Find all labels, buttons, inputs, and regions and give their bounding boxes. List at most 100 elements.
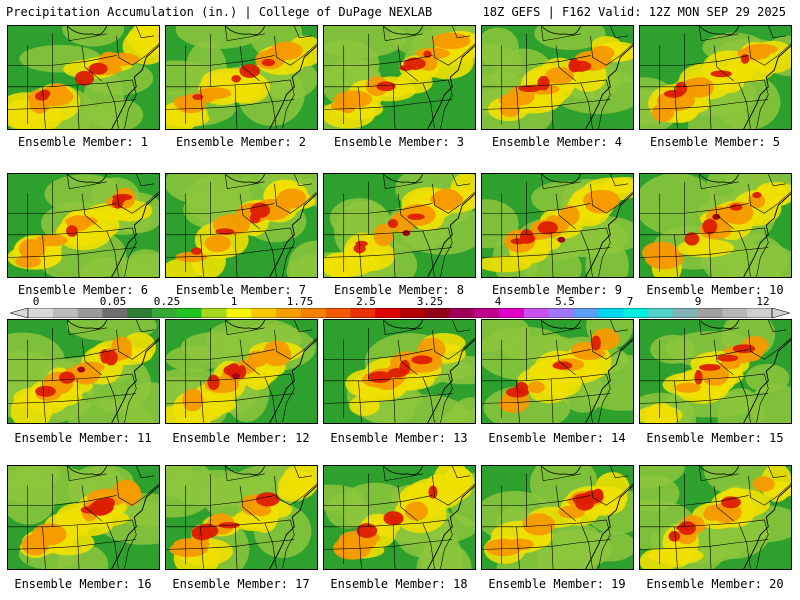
precip-field	[8, 174, 159, 277]
member-label: Ensemble Member: 11	[14, 431, 152, 445]
state-outlines	[8, 174, 159, 277]
member-map-graphic	[482, 174, 633, 277]
colorbar-swatch	[375, 308, 401, 318]
precip-field	[324, 174, 475, 277]
state-outlines	[324, 174, 475, 277]
colorbar-swatch	[623, 308, 649, 318]
precip-field	[345, 332, 475, 423]
colorbar-swatch	[152, 308, 178, 318]
state-outlines	[640, 320, 791, 423]
member-map-7	[165, 173, 318, 278]
run-valid-time: 18Z GEFS | F162 Valid: 12Z MON SEP 29 20…	[482, 5, 786, 19]
precip-field	[482, 26, 633, 129]
colorbar-border	[27, 308, 773, 318]
member-map-graphic	[8, 320, 159, 423]
member-map-graphic	[482, 320, 633, 423]
member-map-graphic	[640, 174, 791, 277]
colorbar-swatch	[127, 308, 153, 318]
colorbar-tick-label: 0.05	[99, 295, 127, 308]
state-outlines	[640, 174, 791, 277]
colorbar-swatch	[28, 308, 54, 318]
precip-field	[640, 32, 791, 129]
member-map-graphic	[166, 320, 317, 423]
member-label: Ensemble Member: 17	[172, 577, 310, 591]
colorbar-swatch	[598, 308, 624, 318]
colorbar-tick-label: 3.25	[416, 295, 444, 308]
member-map-graphic	[324, 26, 475, 129]
member-map-graphic	[482, 466, 633, 569]
member-map-graphic	[8, 26, 159, 129]
precip-field	[8, 320, 159, 423]
member-label: Ensemble Member: 16	[14, 577, 152, 591]
member-label: Ensemble Member: 19	[488, 577, 626, 591]
member-map-graphic	[324, 466, 475, 569]
colorbar-swatch	[251, 308, 277, 318]
colorbar-swatch	[548, 308, 574, 318]
member-map-19	[481, 465, 634, 570]
precip-field	[482, 177, 633, 277]
colorbar-swatch	[226, 308, 252, 318]
member-map-9	[481, 173, 634, 278]
state-outlines	[324, 320, 475, 423]
colorbar-swatch	[424, 308, 450, 318]
colorbar-right-arrow	[771, 308, 790, 318]
state-outlines	[482, 174, 633, 277]
member-map-graphic	[166, 466, 317, 569]
member-map-graphic	[640, 26, 791, 129]
member-label: Ensemble Member: 4	[491, 135, 623, 149]
member-map-2	[165, 25, 318, 130]
member-map-17	[165, 465, 318, 570]
precip-field	[640, 466, 791, 569]
colorbar-swatch	[474, 308, 500, 318]
colorbar-tick-label: 0	[32, 295, 40, 308]
member-map-15	[639, 319, 792, 424]
colorbar-tick-label: 12	[756, 295, 770, 308]
member-label: Ensemble Member: 13	[330, 431, 468, 445]
member-label: Ensemble Member: 2	[175, 135, 307, 149]
member-label: Ensemble Member: 15	[646, 431, 784, 445]
colorbar-swatch	[350, 308, 376, 318]
member-map-14	[481, 319, 634, 424]
precip-field	[166, 174, 317, 277]
precip-field	[324, 26, 475, 129]
colorbar-tick-label: 9	[694, 295, 702, 308]
colorbar-tick-label: 1	[230, 295, 238, 308]
member-map-10	[639, 173, 792, 278]
colorbar-scale	[10, 308, 790, 318]
state-outlines	[640, 26, 791, 129]
member-label: Ensemble Member: 1	[17, 135, 149, 149]
member-map-11	[7, 319, 160, 424]
colorbar-tick-label: 0.25	[153, 295, 181, 308]
member-map-3	[323, 25, 476, 130]
precip-field	[8, 26, 159, 129]
member-label: Ensemble Member: 14	[488, 431, 626, 445]
colorbar-swatch	[52, 308, 78, 318]
colorbar-swatch	[176, 308, 202, 318]
state-outlines	[324, 26, 475, 129]
member-map-13	[323, 319, 476, 424]
member-label: Ensemble Member: 8	[333, 283, 465, 297]
colorbar: 0 0.05 0.25 1 1.75 2.5 3.25 4 5.5 7 9 12	[10, 296, 790, 320]
precip-field	[482, 320, 633, 423]
colorbar-swatch	[573, 308, 599, 318]
colorbar-swatch	[499, 308, 525, 318]
state-outlines	[482, 26, 633, 129]
member-map-graphic	[324, 320, 475, 423]
state-outlines	[8, 466, 159, 569]
member-map-graphic	[8, 466, 159, 569]
member-label: Ensemble Member: 3	[333, 135, 465, 149]
map-header: Precipitation Accumulation (in.) | Colle…	[0, 0, 800, 24]
member-map-graphic	[640, 320, 791, 423]
precip-field	[166, 320, 316, 423]
colorbar-tick-label: 7	[626, 295, 634, 308]
colorbar-tick-label: 5.5	[555, 295, 575, 308]
colorbar-swatch	[77, 308, 103, 318]
member-map-4	[481, 25, 634, 130]
member-map-18	[323, 465, 476, 570]
member-map-1	[7, 25, 160, 130]
colorbar-swatch	[276, 308, 302, 318]
precip-field	[324, 466, 475, 569]
member-map-graphic	[640, 466, 791, 569]
member-label: Ensemble Member: 10	[646, 283, 784, 297]
colorbar-swatch	[722, 308, 748, 318]
